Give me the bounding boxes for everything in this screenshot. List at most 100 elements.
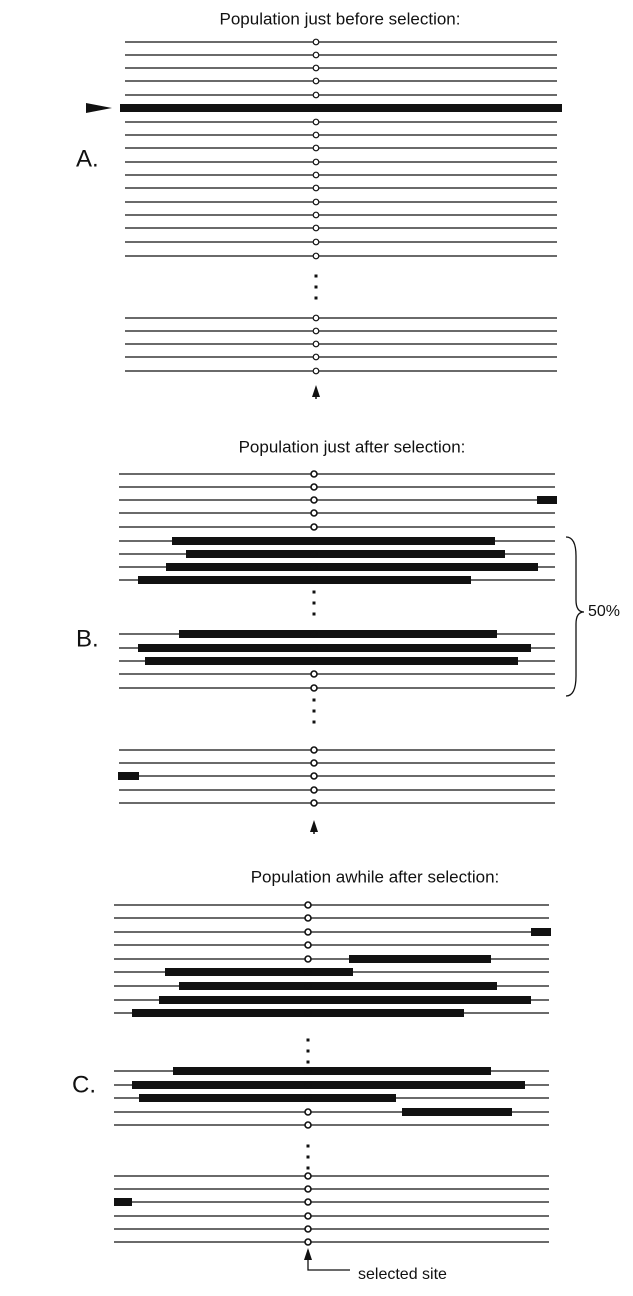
ellipsis-dot bbox=[306, 1144, 310, 1148]
haplotype-block bbox=[173, 1067, 491, 1075]
haplotype-block bbox=[159, 996, 531, 1004]
site bbox=[304, 1198, 312, 1206]
site bbox=[304, 941, 312, 949]
haplotype-block bbox=[186, 550, 505, 558]
ellipsis-dot bbox=[306, 1155, 310, 1159]
haplotype-block bbox=[179, 630, 497, 638]
site bbox=[312, 131, 320, 139]
site bbox=[310, 670, 318, 678]
panel-title: Population awhile after selection: bbox=[251, 867, 500, 886]
site bbox=[312, 144, 320, 152]
site bbox=[310, 563, 318, 571]
site bbox=[304, 982, 312, 990]
site bbox=[304, 996, 312, 1004]
site-arrow-line bbox=[307, 1250, 350, 1271]
site bbox=[310, 684, 318, 692]
panel-title: Population just after selection: bbox=[239, 437, 466, 456]
haplotype-block bbox=[132, 1081, 525, 1089]
site bbox=[304, 1081, 312, 1089]
site bbox=[310, 576, 318, 584]
ellipsis-dot bbox=[314, 296, 318, 300]
site bbox=[310, 799, 318, 807]
ellipsis-dot bbox=[312, 590, 316, 594]
haplotype-block bbox=[139, 1094, 396, 1102]
ellipsis-dot bbox=[306, 1038, 310, 1042]
site bbox=[312, 314, 320, 322]
site bbox=[304, 1172, 312, 1180]
site bbox=[312, 367, 320, 375]
panel-label: B. bbox=[76, 625, 99, 652]
site bbox=[312, 327, 320, 335]
haplotype-block bbox=[179, 982, 497, 990]
site bbox=[310, 772, 318, 780]
site bbox=[310, 496, 318, 504]
ellipsis-dot bbox=[314, 274, 318, 278]
site bbox=[310, 537, 318, 545]
haplotype-block bbox=[138, 644, 531, 652]
site bbox=[304, 968, 312, 976]
site bbox=[310, 786, 318, 794]
ellipsis-dot bbox=[312, 601, 316, 605]
site bbox=[310, 644, 318, 652]
haplotype-block bbox=[402, 1108, 512, 1116]
site-arrow bbox=[310, 820, 318, 832]
site bbox=[310, 470, 318, 478]
site bbox=[310, 657, 318, 665]
haplotype-block bbox=[145, 657, 518, 665]
haplotype-block bbox=[166, 563, 538, 571]
ellipsis-dot bbox=[312, 612, 316, 616]
panel-label: A. bbox=[76, 145, 99, 172]
site bbox=[304, 1225, 312, 1233]
site-arrow bbox=[304, 1248, 312, 1260]
panel-title: Population just before selection: bbox=[220, 9, 461, 28]
ellipsis-dot bbox=[312, 720, 316, 724]
site bbox=[312, 77, 320, 85]
brace bbox=[565, 536, 585, 697]
site bbox=[304, 1212, 312, 1220]
site bbox=[310, 630, 318, 638]
site bbox=[304, 1185, 312, 1193]
haplotype-block bbox=[138, 576, 471, 584]
site bbox=[312, 353, 320, 361]
site bbox=[304, 1238, 312, 1246]
site bbox=[310, 523, 318, 531]
site bbox=[312, 238, 320, 246]
pointer-arrow bbox=[86, 103, 112, 113]
haplotype-block bbox=[120, 104, 562, 112]
site-label: selected site bbox=[358, 1266, 447, 1283]
panel-label: C. bbox=[72, 1071, 96, 1098]
haplotype-block bbox=[165, 968, 353, 976]
site bbox=[312, 252, 320, 260]
haplotype-block bbox=[114, 1198, 132, 1206]
ellipsis-dot bbox=[312, 709, 316, 713]
site bbox=[304, 914, 312, 922]
site bbox=[312, 104, 320, 112]
site bbox=[312, 224, 320, 232]
site bbox=[312, 91, 320, 99]
ellipsis-dot bbox=[306, 1049, 310, 1053]
haplotype-block bbox=[537, 496, 557, 504]
site bbox=[310, 550, 318, 558]
site bbox=[310, 509, 318, 517]
site bbox=[304, 1067, 312, 1075]
haplotype-block bbox=[349, 955, 491, 963]
site bbox=[312, 38, 320, 46]
site bbox=[310, 759, 318, 767]
site bbox=[312, 158, 320, 166]
site bbox=[304, 1108, 312, 1116]
haplotype-block bbox=[172, 537, 495, 545]
site bbox=[310, 746, 318, 754]
haplotype-block bbox=[531, 928, 551, 936]
site bbox=[312, 340, 320, 348]
site bbox=[312, 64, 320, 72]
site bbox=[312, 51, 320, 59]
site bbox=[304, 1094, 312, 1102]
site bbox=[304, 1009, 312, 1017]
site-arrow bbox=[312, 385, 320, 397]
haplotype-block bbox=[118, 772, 139, 780]
ellipsis-dot bbox=[314, 285, 318, 289]
site bbox=[312, 118, 320, 126]
brace-label: 50% bbox=[588, 603, 620, 620]
site bbox=[312, 171, 320, 179]
